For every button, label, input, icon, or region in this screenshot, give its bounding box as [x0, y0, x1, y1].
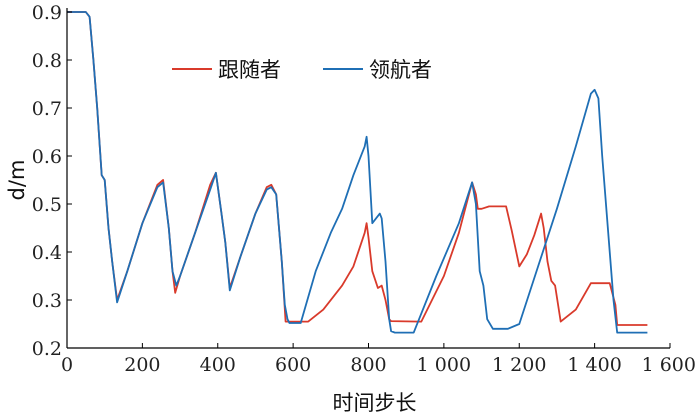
y-tick-label: 0.3: [32, 290, 62, 312]
x-tick-label: 1 200: [492, 354, 546, 376]
y-tick-label: 0.5: [32, 194, 62, 216]
y-axis-label: d/m: [5, 160, 29, 201]
y-tick-label: 0.6: [32, 146, 62, 168]
legend: 跟随者 领航者: [172, 58, 432, 82]
series-layer: [67, 11, 648, 334]
x-tick-label: 1 600: [642, 354, 696, 376]
x-axis-label: 时间步长: [333, 391, 417, 415]
x-tick-label: 400: [200, 354, 236, 376]
x-tick-label: 800: [350, 354, 386, 376]
y-tick-label: 0.4: [32, 242, 62, 264]
y-tick-label: 0.7: [32, 98, 62, 120]
series-line-0: [67, 11, 648, 326]
x-tick-label: 0: [61, 354, 73, 376]
x-tick-label: 600: [275, 354, 311, 376]
legend-label-leader: 领航者: [369, 58, 432, 82]
x-tick-label: 1 400: [567, 354, 621, 376]
y-tick-label: 0.2: [32, 338, 62, 360]
tick-labels: 0 200 400 600 800 1 000 1 200 1 400 1 600 0.2 0.3 0…: [32, 2, 696, 376]
x-tick-label: 200: [124, 354, 160, 376]
legend-label-follower: 跟随者: [218, 58, 281, 82]
series-line-1: [67, 11, 648, 334]
x-tick-label: 1 000: [417, 354, 471, 376]
y-tick-label: 0.9: [32, 2, 62, 24]
y-tick-label: 0.8: [32, 50, 62, 72]
axes: [66, 8, 671, 349]
